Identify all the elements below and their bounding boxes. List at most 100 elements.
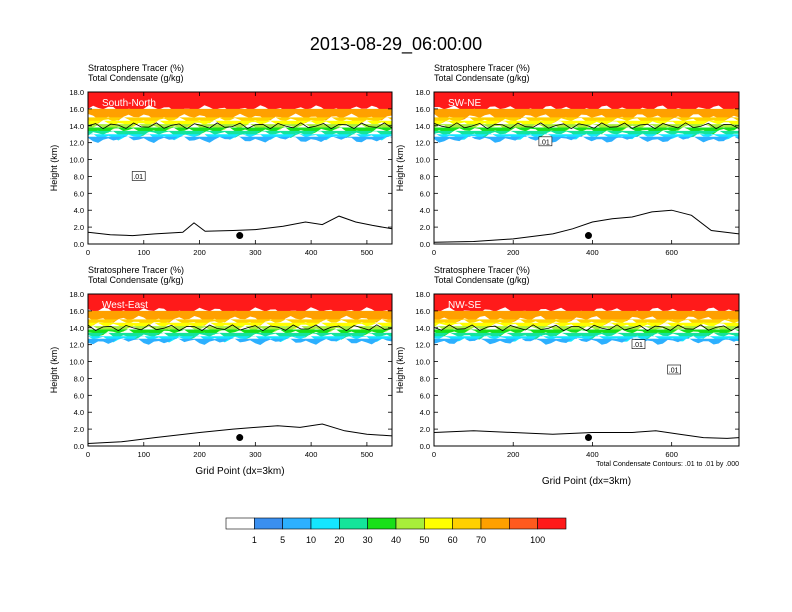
- location-marker: [584, 434, 592, 442]
- contour-label-2: .01: [669, 368, 679, 375]
- y-tick-label: 16.0: [415, 105, 430, 114]
- tracer-contour-line: [88, 324, 392, 332]
- colorbar-label: 70: [476, 535, 486, 545]
- y-axis-label: Height (km): [49, 145, 59, 192]
- plot-frame: [433, 293, 740, 447]
- y-tick-label: 6.0: [420, 391, 430, 400]
- contour-label-box: [631, 339, 646, 349]
- colorbar-label: 60: [448, 535, 458, 545]
- tracer-band-10: [88, 335, 392, 343]
- tracer-band-20: [88, 130, 392, 138]
- panel-header-condensate: Total Condensate (g/kg): [434, 275, 530, 285]
- y-tick-label: 0.0: [74, 442, 84, 451]
- y-tick-label: 6.0: [74, 189, 84, 198]
- x-tick-label: 500: [361, 450, 374, 459]
- tracer-band-100: [434, 294, 739, 315]
- x-tick-label: 400: [586, 450, 599, 459]
- y-tick-label: 8.0: [74, 374, 84, 383]
- colorbar-label: 5: [280, 535, 285, 545]
- plot-area: .01: [434, 92, 739, 244]
- x-tick-label: 600: [665, 248, 678, 257]
- tracer-band-100: [434, 92, 739, 113]
- x-tick-label: 300: [249, 450, 262, 459]
- terrain-line: [434, 209, 739, 243]
- x-tick-label: 100: [138, 248, 151, 257]
- x-tick-label: 0: [432, 450, 436, 459]
- x-tick-label: 200: [193, 248, 206, 257]
- colorbar-label: 20: [334, 535, 344, 545]
- y-tick-label: 12.0: [415, 139, 430, 148]
- y-tick-label: 8.0: [420, 172, 430, 181]
- colorbar-swatch: [509, 517, 538, 530]
- colorbar-swatch: [225, 517, 255, 530]
- location-marker: [584, 232, 592, 240]
- y-tick-label: 10.0: [415, 358, 430, 367]
- panel-header-tracer: Stratosphere Tracer (%): [88, 63, 184, 73]
- y-tick-label: 18.0: [415, 290, 430, 299]
- tracer-band-50: [88, 120, 392, 128]
- tracer-band-5: [88, 135, 392, 143]
- panel-nw-se: Stratosphere Tracer (%)Total Condensate …: [395, 265, 740, 487]
- tracer-contour-line: [434, 324, 739, 332]
- tracer-band-20: [434, 332, 739, 340]
- plot-area: .01: [88, 92, 392, 244]
- tracer-contour-line: [434, 122, 739, 130]
- colorbar-label: 1: [252, 535, 257, 545]
- y-tick-label: 14.0: [415, 122, 430, 131]
- x-axis-label: Grid Point (dx=3km): [542, 476, 631, 487]
- tracer-band-10: [434, 133, 739, 141]
- y-tick-label: 16.0: [69, 105, 84, 114]
- x-tick-label: 500: [361, 248, 374, 257]
- tracer-band-70: [88, 108, 392, 121]
- y-tick-label: 2.0: [420, 425, 430, 434]
- tracer-band-50: [434, 322, 739, 330]
- figure-title: 2013-08-29_06:00:00: [310, 34, 482, 55]
- plot-area: .01 .01: [434, 294, 739, 446]
- x-axis-label: Grid Point (dx=3km): [195, 466, 284, 477]
- panel-name: South-North: [102, 98, 156, 109]
- panels: Stratosphere Tracer (%)Total Condensate …: [49, 63, 740, 487]
- plot-frame: [87, 91, 393, 245]
- x-tick-label: 0: [86, 450, 90, 459]
- tracer-band-40: [434, 325, 739, 333]
- y-tick-label: 2.0: [420, 223, 430, 232]
- colorbar-label: 10: [306, 535, 316, 545]
- x-tick-label: 200: [193, 450, 206, 459]
- colorbar-swatch: [310, 517, 340, 530]
- plot-frame: [433, 91, 740, 245]
- colorbar-swatch: [282, 517, 312, 530]
- location-marker: [236, 434, 244, 442]
- y-tick-label: 6.0: [74, 391, 84, 400]
- y-tick-label: 12.0: [69, 139, 84, 148]
- y-tick-label: 2.0: [74, 425, 84, 434]
- contour-label: .01: [133, 174, 143, 181]
- y-axis-label: Height (km): [49, 347, 59, 394]
- contour-label-box: [131, 171, 146, 181]
- panel-header-condensate: Total Condensate (g/kg): [88, 275, 184, 285]
- y-tick-label: 10.0: [69, 358, 84, 367]
- colorbar-label: 50: [419, 535, 429, 545]
- location-marker: [236, 232, 244, 240]
- plot-area: [88, 294, 392, 446]
- x-tick-label: 0: [432, 248, 436, 257]
- y-tick-label: 18.0: [69, 88, 84, 97]
- panel-header-tracer: Stratosphere Tracer (%): [434, 265, 530, 275]
- y-tick-label: 4.0: [74, 408, 84, 417]
- x-tick-label: 600: [665, 450, 678, 459]
- y-tick-label: 4.0: [420, 206, 430, 215]
- tracer-band-100: [88, 294, 392, 315]
- y-tick-label: 12.0: [415, 341, 430, 350]
- x-tick-label: 400: [305, 450, 318, 459]
- y-axis-label: Height (km): [395, 145, 405, 192]
- panel-header-tracer: Stratosphere Tracer (%): [88, 265, 184, 275]
- contour-label: .01: [540, 139, 550, 146]
- tracer-band-60: [88, 117, 392, 125]
- y-tick-label: 12.0: [69, 341, 84, 350]
- tracer-band-30: [88, 329, 392, 337]
- panel-name: SW-NE: [448, 98, 481, 109]
- tracer-band-40: [88, 325, 392, 334]
- x-tick-label: 400: [305, 248, 318, 257]
- x-tick-label: 300: [249, 248, 262, 257]
- contour-label-box-2: [667, 364, 681, 375]
